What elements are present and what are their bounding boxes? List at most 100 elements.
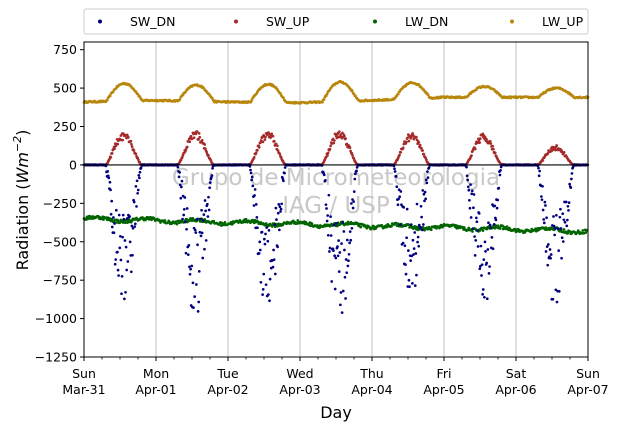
sw-dn-point [485,297,489,301]
sw-up-point [263,138,267,141]
sw-dn-point [136,191,139,195]
lw-up-point [282,96,285,100]
lw-dn-point [309,224,312,228]
sw-up-point [332,141,336,145]
sw-dn-point [264,232,267,236]
sw-up-point [121,138,125,142]
sw-dn-point [114,208,118,212]
sw-dn-point [567,201,571,204]
sw-up-point [410,135,413,139]
sw-dn-point [196,243,199,247]
lw-dn-point [229,220,233,224]
sw-up-point [470,154,473,157]
sw-dn-point [203,247,206,251]
sw-dn-point [263,237,266,241]
sw-dn-point [248,165,252,168]
sw-dn-point [416,235,420,239]
sw-dn-point [351,206,355,210]
sw-dn-point [117,274,120,277]
sw-up-point [328,147,332,151]
sw-dn-point [249,171,253,175]
sw-dn-point [350,226,354,230]
sw-dn-point [426,170,429,173]
sw-dn-point [204,209,207,213]
sw-dn-point [278,228,281,232]
sw-dn-point [185,227,188,231]
sw-dn-point [343,248,346,252]
sw-up-point [116,142,120,146]
sw-dn-point [544,250,548,253]
sw-up-point [257,146,261,149]
sw-dn-point [251,184,255,188]
sw-dn-point [566,218,569,222]
legend-label: SW_DN [130,14,176,29]
sw-dn-point [569,186,573,190]
sw-dn-point [425,181,429,185]
sw-up-point [185,145,189,149]
sw-up-point [326,154,329,157]
sw-dn-point [324,203,328,207]
lw-dn-point [534,227,537,231]
legend-label: SW_UP [266,14,310,29]
y-tick-label: −250 [43,196,77,211]
lw-dn-point [276,224,279,228]
sw-dn-point [393,170,397,173]
sw-dn-point [336,245,339,248]
sw-dn-point [553,233,557,237]
sw-dn-point [538,169,542,173]
sw-dn-point [201,256,205,260]
sw-dn-point [562,218,566,222]
sw-dn-point [110,199,114,203]
sw-dn-point [272,248,275,252]
x-tick-label-date: Apr-03 [279,382,320,397]
sw-dn-point [256,226,259,230]
sw-up-point [264,135,267,139]
sw-up-point [134,152,138,156]
sw-dn-point [191,281,195,285]
sw-dn-point [395,185,399,189]
x-axis: SunMar-31MonApr-01TueApr-02WedApr-03ThuA… [62,357,609,397]
legend-marker [98,19,102,24]
sw-dn-point [124,290,127,294]
sw-dn-point [423,190,427,194]
sw-dn-point [136,188,140,192]
sw-dn-point [258,240,262,244]
sw-dn-point [498,173,502,177]
sw-dn-point [178,183,182,187]
sw-dn-point [278,205,282,209]
sw-up-point [422,152,426,156]
lw-dn-point [481,229,485,233]
sw-dn-point [183,196,187,199]
sw-up-point [278,152,282,156]
sw-dn-point [483,240,487,244]
sw-dn-point [281,177,285,181]
sw-dn-point [208,181,212,184]
sw-dn-point [404,272,408,276]
sw-dn-point [568,182,572,186]
sw-dn-point [266,239,270,243]
lw-dn-point [407,223,411,227]
sw-dn-point [261,293,264,296]
sw-up-point [207,154,210,157]
lw-dn-point [562,228,566,231]
legend-marker [234,19,238,24]
sw-dn-point [282,179,285,183]
sw-dn-point [553,226,557,230]
sw-dn-point [485,261,489,265]
sw-dn-point [544,204,547,207]
sw-dn-point [542,218,546,221]
sw-dn-point [259,280,263,284]
sw-up-point [351,154,354,157]
sw-dn-point [422,192,426,196]
sw-dn-point [109,212,113,216]
sw-up-point [339,133,342,136]
legend-item-sw-up: SW_UP [234,14,310,29]
sw-dn-point [116,268,120,272]
lw-dn-point [429,228,433,232]
x-axis-label: Day [320,403,352,422]
sw-dn-point [399,190,403,193]
sw-dn-point [337,270,341,273]
sw-dn-point [403,244,407,248]
sw-dn-point [260,230,264,234]
sw-dn-point [466,178,469,182]
